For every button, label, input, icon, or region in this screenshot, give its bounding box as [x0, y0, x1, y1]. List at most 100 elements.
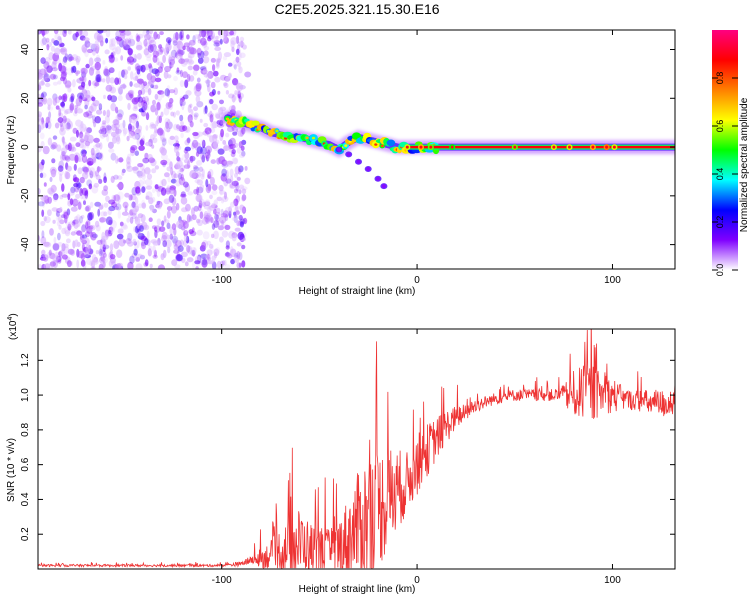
noise-blob: [154, 69, 160, 77]
noise-blob: [238, 85, 246, 90]
noise-blob: [105, 37, 109, 44]
noise-blob: [107, 141, 114, 149]
noise-blob: [51, 67, 58, 72]
noise-blob: [54, 33, 61, 41]
noise-blob: [200, 37, 207, 46]
noise-blob: [158, 115, 162, 124]
noise-blob: [65, 171, 71, 180]
noise-blob: [53, 64, 58, 72]
noise-blob: [230, 175, 234, 183]
noise-blob: [166, 127, 171, 133]
noise-blob: [81, 154, 88, 163]
noise-blob: [217, 225, 224, 231]
noise-blob: [140, 254, 145, 259]
noise-blob: [124, 205, 128, 213]
noise-blob: [43, 182, 47, 187]
noise-blob: [126, 165, 134, 172]
noise-blob: [230, 258, 236, 265]
noise-blob: [136, 170, 143, 177]
noise-blob: [143, 224, 150, 231]
colorbar-tick-label: 0.6: [715, 120, 725, 133]
noise-blob: [59, 121, 64, 128]
noise-blob: [49, 228, 54, 236]
noise-blob: [113, 240, 120, 250]
noise-blob: [76, 259, 80, 269]
noise-blob: [43, 30, 50, 35]
noise-blob: [111, 261, 116, 266]
noise-blob: [61, 214, 66, 219]
noise-blob: [61, 243, 66, 252]
noise-blob: [103, 257, 108, 264]
noise-blob: [192, 139, 199, 149]
noise-blob: [146, 230, 150, 240]
snr-y-axis: 0.2 0.4 0.6 0.8 1.0 1.2: [20, 353, 675, 541]
noise-blob: [131, 201, 136, 208]
noise-blob: [176, 49, 182, 56]
noise-blob: [187, 55, 193, 64]
noise-blob: [127, 48, 134, 56]
noise-blob: [202, 130, 210, 136]
noise-blob: [178, 49, 185, 56]
noise-blob: [131, 97, 139, 105]
noise-blob: [117, 113, 123, 121]
noise-blob: [74, 239, 79, 247]
noise-blob: [89, 170, 94, 179]
noise-blob: [101, 122, 107, 128]
noise-blob: [112, 194, 117, 202]
noise-blob: [153, 249, 157, 258]
spectrogram-y-axis: -40 -20 0 20 40: [20, 44, 675, 252]
noise-blob: [144, 238, 149, 246]
noise-blob: [109, 77, 115, 84]
noise-blob: [52, 255, 60, 262]
noise-blob: [194, 34, 200, 39]
noise-blob: [61, 154, 66, 160]
noise-blob: [133, 83, 141, 88]
noise-blob: [81, 224, 87, 233]
noise-blob: [199, 118, 203, 123]
noise-blob: [127, 66, 131, 71]
noise-blob: [100, 211, 106, 217]
noise-blob: [184, 151, 190, 160]
noise-blob: [44, 216, 51, 224]
snr-series-line: [38, 329, 675, 569]
noise-blob: [48, 52, 54, 61]
noise-blob: [195, 82, 202, 90]
noise-blob: [196, 186, 200, 196]
noise-blob: [236, 242, 242, 247]
noise-blob: [216, 196, 223, 202]
noise-blob: [216, 207, 221, 215]
trace-bulge-core: [591, 145, 595, 149]
noise-blob: [201, 154, 206, 163]
noise-blob: [57, 112, 64, 118]
noise-blob: [200, 253, 208, 259]
noise-blob: [64, 108, 72, 114]
noise-blob: [148, 30, 154, 35]
noise-blob: [49, 261, 56, 267]
noise-blob: [202, 201, 206, 207]
noise-blob: [129, 146, 136, 154]
spectrogram-y-tick-label: -20: [20, 188, 31, 203]
noise-blob: [138, 101, 143, 108]
noise-blob: [140, 64, 146, 73]
noise-blob: [51, 207, 58, 212]
noise-blob: [51, 38, 55, 44]
noise-blob: [127, 102, 131, 111]
noise-blob: [128, 131, 134, 138]
noise-blob: [158, 185, 163, 191]
noise-blob: [46, 65, 53, 73]
noise-blob: [127, 241, 134, 247]
noise-blob: [198, 203, 203, 208]
noise-blob: [100, 40, 104, 47]
noise-blob: [90, 147, 95, 156]
noise-blob: [118, 157, 124, 163]
noise-blob: [141, 202, 147, 209]
colorbar-ticks: 0.0 0.2 0.4 0.6 0.8: [712, 72, 738, 276]
noise-blob: [145, 53, 152, 58]
noise-blob: [137, 89, 143, 96]
noise-blob: [182, 94, 189, 100]
spectrogram-x-tick-label: 100: [604, 275, 621, 286]
noise-blob: [175, 162, 180, 169]
noise-blob: [197, 205, 202, 211]
noise-blob: [219, 236, 224, 243]
noise-blob: [136, 240, 140, 248]
